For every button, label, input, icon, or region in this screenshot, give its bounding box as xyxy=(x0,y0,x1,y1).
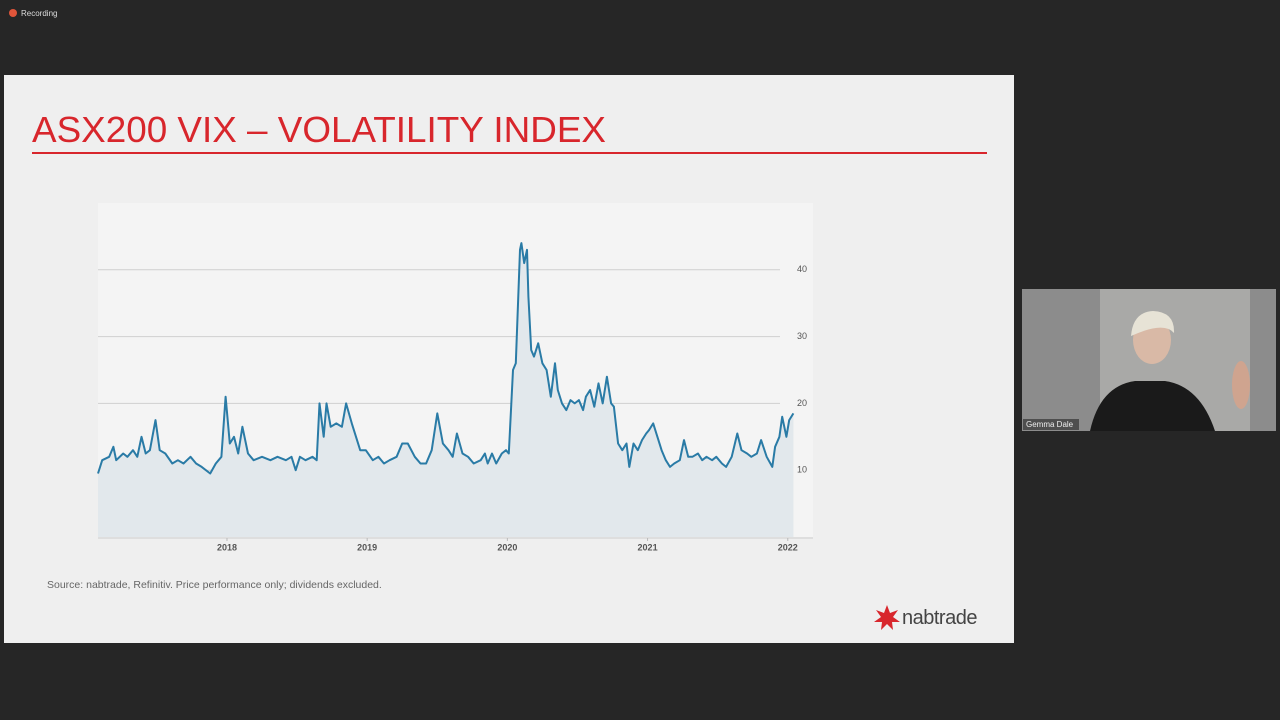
slide-title: ASX200 VIX – VOLATILITY INDEX xyxy=(32,109,606,150)
logo: nabtrade xyxy=(874,605,978,630)
logo-star xyxy=(874,605,900,630)
x-tick-label: 2021 xyxy=(638,542,658,552)
video-tile: Gemma Dale xyxy=(1022,289,1276,431)
y-tick-label: 10 xyxy=(797,465,807,475)
person-hand xyxy=(1232,361,1250,409)
y-tick-label: 20 xyxy=(797,398,807,408)
title-rule xyxy=(32,152,987,154)
participant-name: Gemma Dale xyxy=(1026,420,1074,429)
y-tick-label: 40 xyxy=(797,264,807,274)
person-hair xyxy=(1131,311,1175,336)
logo-text: nabtrade xyxy=(902,607,977,629)
source-note: Source: nabtrade, Refinitiv. Price perfo… xyxy=(47,579,382,591)
name-tag xyxy=(1023,419,1079,430)
x-tick-label: 2018 xyxy=(217,542,237,552)
line xyxy=(97,242,795,475)
x-tick-label: 2019 xyxy=(357,542,377,552)
area xyxy=(98,243,794,537)
recording-icon xyxy=(9,9,17,17)
recording-label: Recording xyxy=(21,9,57,18)
plot: 10 20 30 40 2018 2019 2020 2021 2022 xyxy=(97,242,813,552)
x-tick-label: 2020 xyxy=(497,542,517,552)
x-tick-label: 2022 xyxy=(778,542,798,552)
person-body xyxy=(1090,381,1215,431)
y-tick-label: 30 xyxy=(797,331,807,341)
